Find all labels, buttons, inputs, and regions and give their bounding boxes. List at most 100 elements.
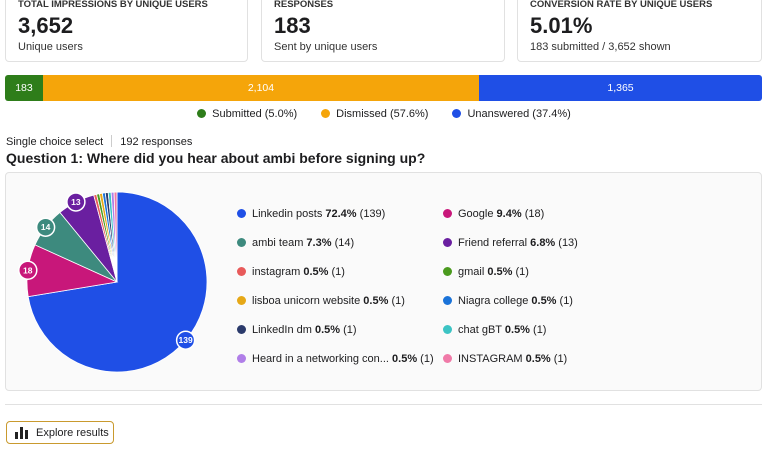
- legend-count: (1): [515, 266, 529, 278]
- slice-badge: [35, 217, 56, 237]
- legend-item: lisboa unicorn website 0.5% (1): [237, 295, 405, 307]
- legend-item: Friend referral 6.8% (13): [443, 237, 578, 249]
- legend-name: ambi team: [252, 237, 304, 249]
- stat-card: TOTAL IMPRESSIONS BY UNIQUE USERS 3,652 Un…: [5, 0, 248, 62]
- legend-percent: 0.5%: [303, 266, 329, 278]
- legend-count: (1): [331, 266, 345, 278]
- question-kind: Single choice select: [6, 136, 104, 148]
- question-meta: Single choice select 192 responses: [6, 135, 192, 148]
- legend-dot: [452, 109, 462, 118]
- chart-icon: [15, 426, 28, 439]
- response-bar: 183 2,104 1,365: [5, 75, 762, 101]
- slice-badge: [18, 260, 38, 281]
- legend-dot: [443, 354, 452, 363]
- legend-item: chat gBT 0.5% (1): [443, 324, 546, 336]
- card-label: CONVERSION RATE BY UNIQUE USERS: [530, 0, 713, 10]
- legend-count: (1): [420, 353, 434, 365]
- legend-name: instagram: [252, 266, 301, 278]
- bar-segment: 183: [5, 75, 43, 101]
- legend-item: gmail 0.5% (1): [443, 266, 529, 278]
- card-sub: Unique users: [18, 41, 83, 53]
- card-sub: Sent by unique users: [274, 41, 378, 53]
- card-value: 3,652: [18, 13, 74, 38]
- legend-item: ambi team 7.3% (14): [237, 237, 354, 249]
- response-legend: Submitted (5.0%) Dismissed (57.6%) Unanswe…: [0, 108, 768, 120]
- card-value: 5.01%: [530, 13, 593, 38]
- pie-slice: [113, 191, 118, 283]
- segment-label: 183: [15, 82, 33, 94]
- legend-name: Heard in a networking con...: [252, 353, 389, 365]
- legend-item: Google 9.4% (18): [443, 208, 544, 220]
- question-title: Question 1: Where did you hear about amb…: [6, 150, 426, 166]
- legend-count: (1): [533, 324, 547, 336]
- legend-percent: 0.5%: [525, 353, 551, 365]
- legend-item: Linkedin posts 72.4% (139): [237, 208, 385, 220]
- response-count: 192 responses: [120, 136, 193, 148]
- legend-name: INSTAGRAM: [458, 353, 523, 365]
- segment-label: 1,365: [607, 82, 634, 94]
- legend-item: Niagra college 0.5% (1): [443, 295, 573, 307]
- legend-percent: 0.5%: [504, 324, 530, 336]
- segment-label: 2,104: [247, 82, 275, 94]
- legend-name: chat gBT: [458, 324, 502, 336]
- legend-dot: [197, 109, 207, 118]
- card-label: TOTAL IMPRESSIONS BY UNIQUE USERS: [18, 0, 208, 10]
- explore-button[interactable]: Explore results: [6, 421, 114, 444]
- slice-label: 14: [41, 222, 51, 232]
- legend-count: (1): [391, 295, 405, 307]
- legend-item: Unanswered (37.4%): [452, 108, 571, 120]
- legend-percent: 9.4%: [496, 208, 522, 220]
- legend-dot: [443, 238, 452, 247]
- legend-percent: 7.3%: [306, 237, 332, 249]
- legend-count: (1): [343, 324, 357, 336]
- legend-item: Heard in a networking con... 0.5% (1): [237, 353, 434, 365]
- bar-segment: 2,104: [42, 75, 480, 101]
- legend-item: LinkedIn dm 0.5% (1): [237, 324, 357, 336]
- stat-card: RESPONSES 183 Sent by unique users: [261, 0, 505, 62]
- legend-percent: 72.4%: [325, 208, 357, 220]
- legend-percent: 6.8%: [530, 237, 556, 249]
- legend-label: Submitted (5.0%): [212, 108, 298, 120]
- legend-label: Unanswered (37.4%): [467, 108, 571, 120]
- legend-dot: [237, 354, 246, 363]
- legend-dot: [443, 267, 452, 276]
- legend-item: instagram 0.5% (1): [237, 266, 345, 278]
- legend-name: Niagra college: [458, 295, 529, 307]
- legend-label: Dismissed (57.6%): [336, 108, 429, 120]
- legend-dot: [237, 325, 246, 334]
- legend-dot: [237, 296, 246, 305]
- legend-count: (1): [559, 295, 573, 307]
- legend-dot: [237, 267, 246, 276]
- legend-dot: [237, 238, 246, 247]
- legend-percent: 0.5%: [487, 266, 513, 278]
- card-label: RESPONSES: [274, 0, 334, 10]
- legend-dot: [237, 209, 246, 218]
- legend-percent: 0.5%: [392, 353, 418, 365]
- divider: [5, 404, 762, 405]
- legend-name: Friend referral: [458, 237, 528, 249]
- legend-dot: [443, 296, 452, 305]
- legend-percent: 0.5%: [531, 295, 557, 307]
- slice-badge: [66, 192, 86, 212]
- slice-label: 139: [179, 335, 193, 345]
- legend-name: Linkedin posts: [252, 208, 323, 220]
- legend-item: Dismissed (57.6%): [321, 108, 428, 120]
- slice-badge: [175, 330, 196, 350]
- legend-count: (18): [524, 208, 545, 220]
- legend-count: (14): [334, 237, 355, 249]
- legend-percent: 0.5%: [315, 324, 341, 336]
- legend-dot: [443, 209, 452, 218]
- legend-name: Google: [458, 208, 494, 220]
- legend-count: (13): [558, 237, 578, 249]
- legend-percent: 0.5%: [363, 295, 389, 307]
- legend-count: (139): [359, 208, 386, 220]
- stat-card: CONVERSION RATE BY UNIQUE USERS 5.01% 183 …: [517, 0, 762, 62]
- card-sub: 183 submitted / 3,652 shown: [530, 41, 671, 53]
- legend-item: INSTAGRAM 0.5% (1): [443, 353, 567, 365]
- slice-label: 18: [23, 265, 33, 275]
- legend-item: Submitted (5.0%): [197, 108, 297, 120]
- legend-name: LinkedIn dm: [252, 324, 312, 336]
- legend-dot: [443, 325, 452, 334]
- legend-count: (1): [553, 353, 568, 365]
